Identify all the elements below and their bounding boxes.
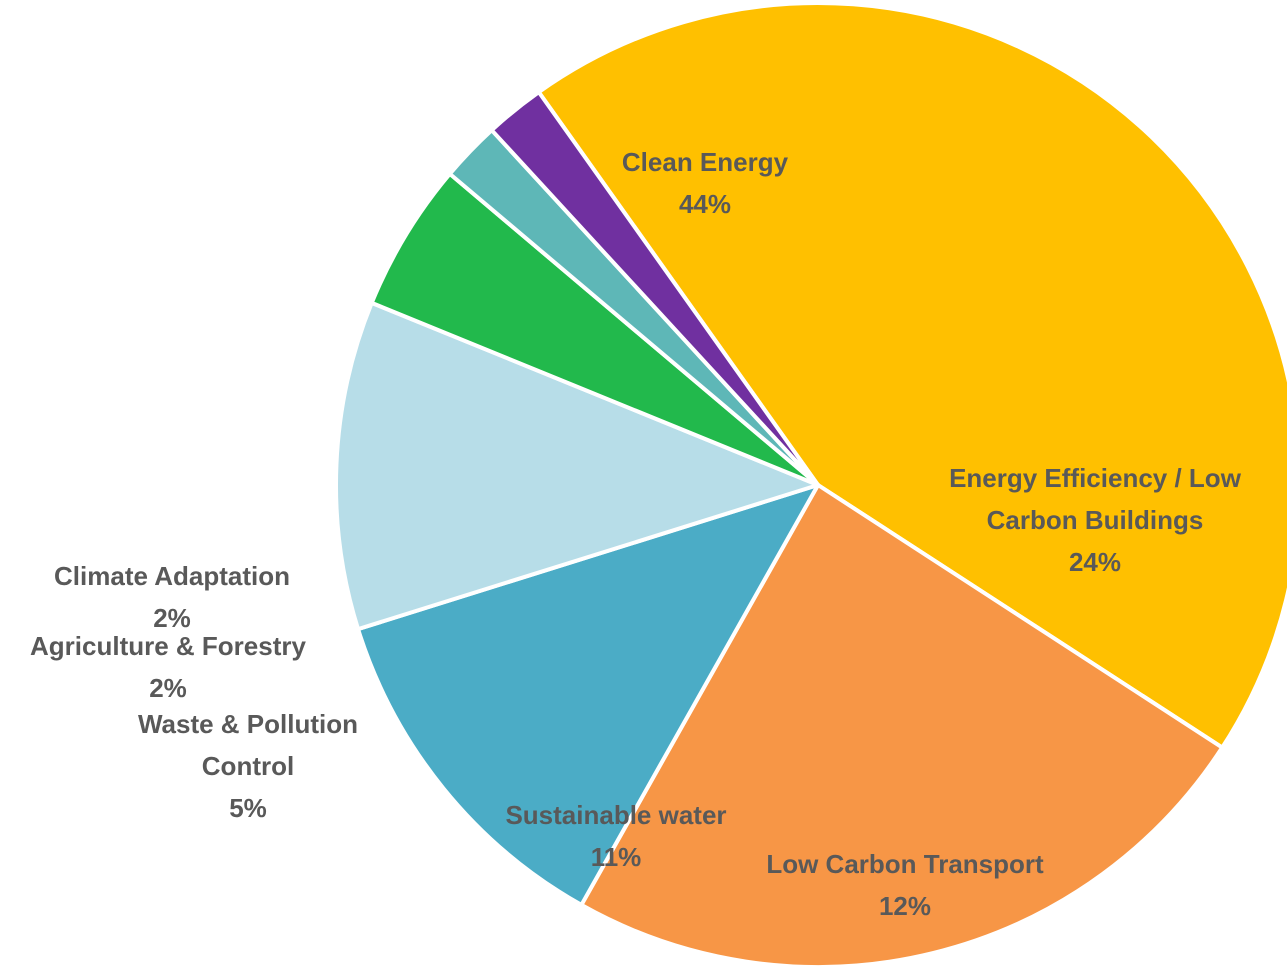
pie-slice-0	[536, 1, 1287, 750]
pie-slice-1	[579, 483, 1225, 967]
pie-slice-percent: 24%	[1069, 547, 1121, 577]
pie-slice-name: Carbon Buildings	[987, 505, 1204, 535]
pie-slice-percent: 11%	[591, 842, 642, 872]
pie-slice-name: Sustainable water	[505, 800, 726, 830]
pie-slice-2	[356, 483, 820, 907]
pie-slice-label-0: Clean Energy 44%	[622, 147, 789, 219]
pie-slice-6	[489, 90, 820, 487]
pie-slice-percent: 5%	[229, 793, 267, 823]
pie-slice-name: Climate Adaptation	[54, 561, 290, 591]
pie-slice-name: Low Carbon Transport	[766, 849, 1044, 879]
pie-slice-label-3: Sustainable water 11%	[505, 800, 726, 872]
pie-slice-name: Agriculture & Forestry	[30, 631, 306, 661]
pie-slice-label-1: Energy Efficiency / Low Carbon Buildings 2…	[949, 463, 1242, 577]
pie-slice-percent: 2%	[149, 673, 187, 703]
pie-slice-4	[369, 171, 820, 487]
pie-slice-name: Waste & Pollution	[138, 709, 358, 739]
pie-slice-name: Clean Energy	[622, 147, 789, 177]
pie-slice-percent: 12%	[879, 891, 931, 921]
pie-slice-name: Energy Efficiency / Low	[949, 463, 1242, 493]
pie-slice-label-4: Waste & Pollution Control 5%	[138, 709, 358, 823]
pie-slice-3	[334, 300, 820, 632]
pie-slice-name: Control	[202, 751, 294, 781]
pie-slice-percent: 2%	[153, 603, 191, 633]
pie-labels: Clean Energy 44% Energy Efficiency / Low Ca…	[30, 147, 1242, 921]
pie-slice-label-2: Low Carbon Transport 12%	[766, 849, 1044, 921]
pie-slice-percent: 44%	[679, 189, 731, 219]
pie-slice-label-6: Climate Adaptation 2%	[54, 561, 290, 633]
pie-slices	[334, 1, 1287, 967]
pie-slice-label-5: Agriculture & Forestry 2%	[30, 631, 306, 703]
